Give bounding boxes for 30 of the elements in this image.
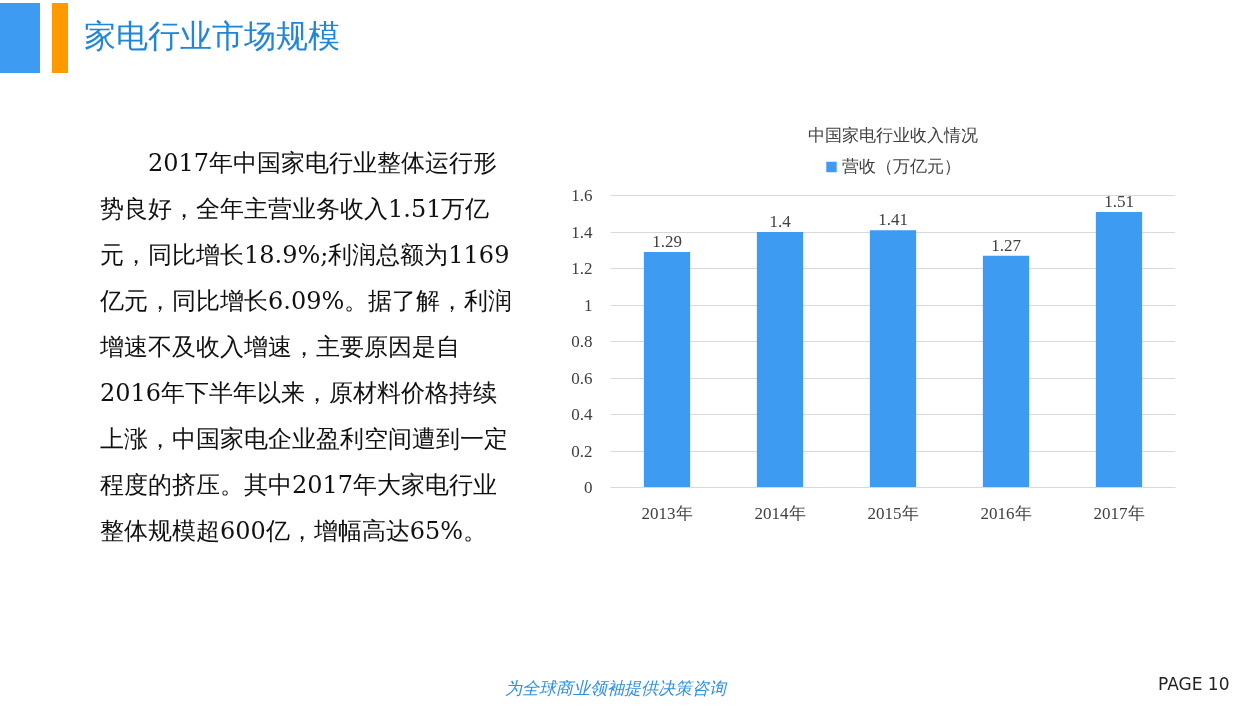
data-label: 1.29 — [652, 232, 682, 252]
y-tick-label: 0.2 — [571, 441, 593, 461]
y-tick-label: 0.6 — [571, 368, 593, 388]
data-label: 1.41 — [878, 210, 908, 230]
y-tick-label: 1.4 — [571, 222, 593, 242]
text: 2017年中国家电行业整体运行形势良好，全年主营业务收入1.51万亿元，同比增长18.9%;利润总额为1169亿元，同比增长6.09%。据了解，利润增速不及收入增速，主要原因是自2016年下半年以来，原材料价格持续上涨，中国家电企业盈利空间遭到一定程度的挤压。其中2017年大家电行业整体规模超600亿，增幅高达65%。 — [100, 149, 513, 545]
text: PAGE 10 — [1158, 673, 1230, 696]
bar — [982, 255, 1030, 488]
bar — [869, 230, 917, 488]
data-label: 1.4 — [769, 212, 792, 231]
y-tick-label: 1.2 — [571, 259, 593, 278]
data-label: 1.27 — [991, 235, 1022, 255]
y-tick-label: 1 — [584, 295, 593, 315]
x-tick-label: 2015年 — [867, 503, 919, 523]
text: 家电行业市场规模 — [84, 16, 340, 56]
x-tick-label: 2014年 — [754, 503, 806, 523]
text: 为全球商业领袖提供决策咨询 — [505, 677, 726, 700]
x-tick-label: 2013年 — [641, 503, 693, 523]
bar — [643, 252, 691, 488]
y-tick-label: 1.6 — [571, 186, 593, 205]
data-label: 1.51 — [1104, 191, 1134, 211]
x-tick-label: 2016年 — [980, 503, 1032, 523]
bar — [756, 232, 804, 488]
y-tick-label: 0.8 — [571, 332, 593, 351]
y-tick-label: 0.4 — [571, 405, 593, 424]
bar — [1095, 211, 1143, 488]
legend-label: 营收（万亿元） — [842, 155, 961, 178]
x-tick-label: 2017年 — [1093, 503, 1145, 523]
chart-title: 中国家电行业收入情况 — [808, 124, 978, 145]
y-tick-label: 0 — [584, 478, 593, 497]
